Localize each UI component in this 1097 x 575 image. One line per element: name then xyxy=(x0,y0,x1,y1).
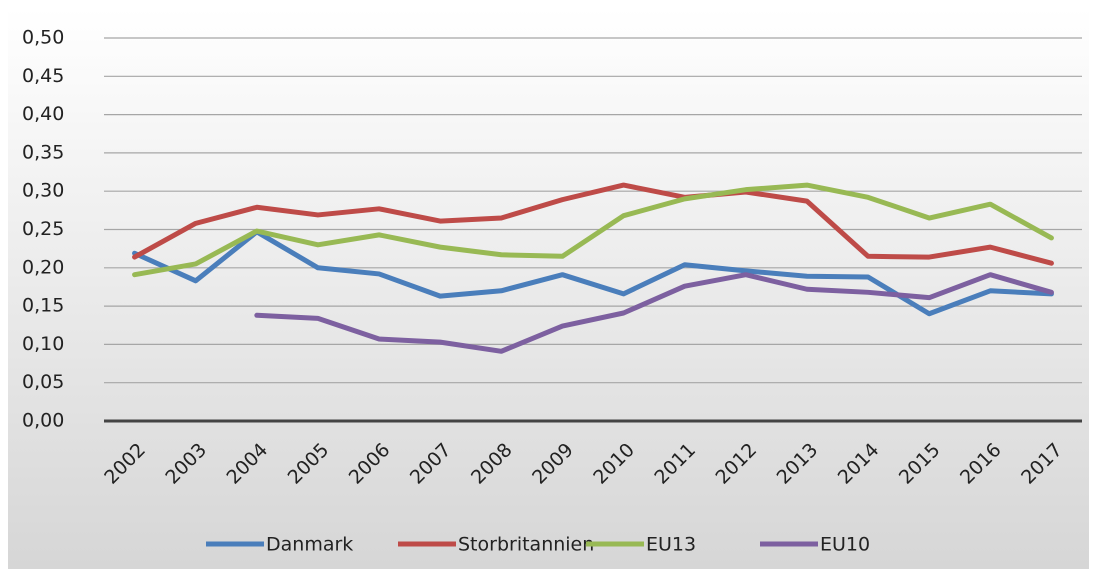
series-line xyxy=(132,182,1054,266)
series-line xyxy=(254,272,1054,354)
y-tick-label: 0,45 xyxy=(22,65,64,87)
legend-label: Danmark xyxy=(266,534,353,556)
y-tick-label: 0,00 xyxy=(22,410,64,432)
y-tick-label: 0,05 xyxy=(22,371,64,393)
y-tick-label: 0,20 xyxy=(22,256,64,278)
legend-label: Storbritannien xyxy=(458,534,594,556)
legend-label: EU13 xyxy=(646,534,696,556)
series-line xyxy=(132,182,1054,278)
y-tick-label: 0,30 xyxy=(22,180,64,202)
y-tick-label: 0,35 xyxy=(22,141,64,163)
legend-label: EU10 xyxy=(820,534,870,556)
y-tick-label: 0,50 xyxy=(22,27,64,49)
y-tick-label: 0,25 xyxy=(22,218,64,240)
y-tick-label: 0,40 xyxy=(22,103,64,125)
y-tick-label: 0,10 xyxy=(22,333,64,355)
y-tick-label: 0,15 xyxy=(22,295,64,317)
chart-background xyxy=(8,8,1089,569)
